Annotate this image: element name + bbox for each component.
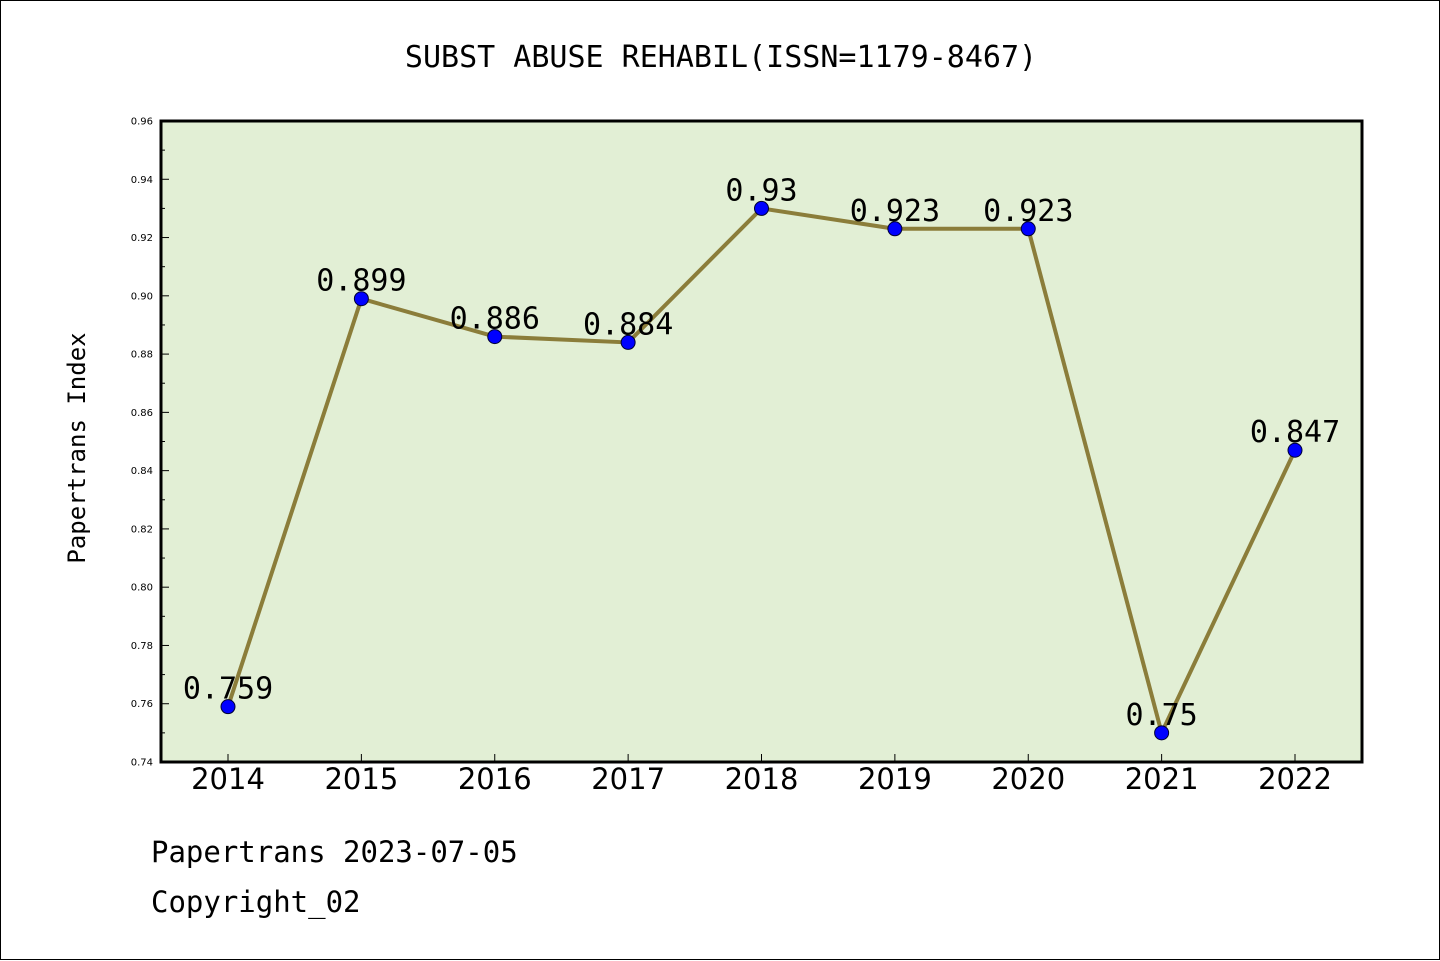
data-label: 0.886	[450, 302, 540, 337]
x-tick-label: 2017	[591, 762, 665, 796]
x-tick-label: 2021	[1125, 762, 1199, 796]
data-point	[620, 334, 636, 350]
x-tick-label: 2015	[324, 762, 398, 796]
data-point	[220, 699, 236, 715]
data-label: 0.759	[183, 672, 273, 707]
data-label: 0.93	[725, 173, 797, 208]
data-label: 0.884	[583, 307, 673, 342]
x-tick-label: 2020	[991, 762, 1065, 796]
data-label: 0.923	[850, 194, 940, 229]
data-point	[1020, 221, 1036, 237]
data-point	[353, 291, 369, 307]
x-tick-label: 2022	[1258, 762, 1332, 796]
y-tick-label: 0.78	[131, 641, 153, 652]
x-axis-ticks: 2014 2015 2016 2017 2018 2019 2020 2021 2022	[191, 754, 1332, 796]
x-tick-label: 2014	[191, 762, 265, 796]
data-label-group: 0.759 0.899 0.886 0.884 0.93 0.923 0.923 0.75 0.…	[183, 173, 1340, 732]
y-axis-ticks: 0.74 0.76 0.78 0.80 0.82 0.84 0.86 0.88 0.90 0.92…	[131, 117, 169, 769]
y-tick-label: 0.76	[131, 699, 153, 710]
y-tick-label: 0.90	[131, 291, 153, 302]
chart-title: SUBST ABUSE REHABIL(ISSN=1179-8467)	[405, 40, 1037, 75]
plot-area	[159, 119, 1364, 764]
data-label: 0.923	[983, 194, 1073, 229]
data-point	[487, 329, 503, 345]
x-tick-label: 2016	[458, 762, 532, 796]
y-tick-label: 0.82	[131, 524, 153, 535]
y-axis-label: Papertrans Index	[63, 332, 91, 563]
y-tick-label: 0.92	[131, 233, 153, 244]
data-label: 0.847	[1250, 415, 1340, 450]
data-point	[1154, 725, 1170, 741]
x-tick-label: 2019	[858, 762, 932, 796]
footer-date-text: Papertrans 2023-07-05	[151, 835, 518, 869]
y-tick-label: 0.94	[131, 175, 153, 186]
y-tick-label: 0.74	[131, 758, 153, 769]
x-tick-label: 2018	[725, 762, 799, 796]
y-tick-label: 0.96	[131, 117, 153, 128]
data-label: 0.899	[316, 264, 406, 299]
data-point	[1287, 442, 1303, 458]
y-tick-label: 0.86	[131, 408, 153, 419]
data-label: 0.75	[1126, 698, 1198, 733]
y-tick-label: 0.88	[131, 350, 153, 361]
data-point	[887, 221, 903, 237]
y-tick-label: 0.80	[131, 583, 153, 594]
data-point	[754, 200, 769, 216]
y-tick-label: 0.84	[131, 466, 153, 477]
footer-copyright-text: Copyright_02	[151, 885, 361, 919]
series-point-group	[220, 200, 1303, 741]
